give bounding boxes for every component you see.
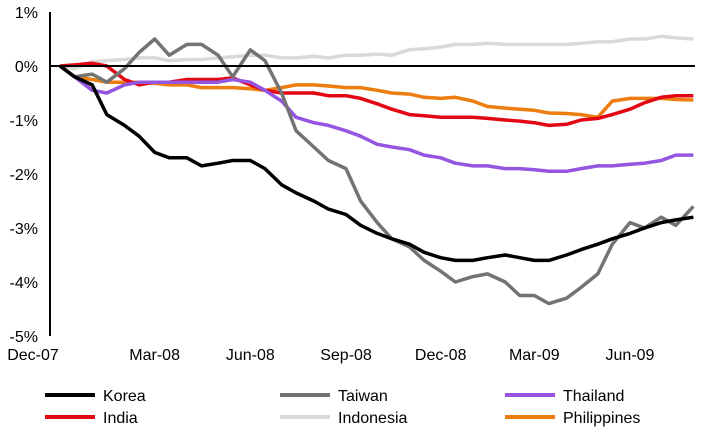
legend-item-philippines: Philippines [505,410,640,427]
x-tick-label: Mar-09 [509,347,560,364]
series-line-indonesia [59,34,694,71]
x-tick-label: Jun-08 [226,347,275,364]
x-tick-label: Mar-08 [129,347,180,364]
series-line-korea [58,64,694,263]
y-tick-label: -2% [10,167,38,184]
x-tick-label: Jun-09 [606,347,655,364]
series-line-taiwan [58,37,695,306]
legend-label: Indonesia [338,410,407,427]
series-line-thailand [58,64,694,174]
series-line-philippines [58,64,694,120]
y-tick-label: -1% [10,113,38,130]
y-tick-label: -4% [10,275,38,292]
legend-label: India [103,410,138,427]
y-tick-label: -3% [10,221,38,238]
y-tick-label: -5% [10,329,38,346]
legend-item-thailand: Thailand [505,388,624,405]
y-tick-labels: 1% 0% -1% -2% -3% -4% -5% [10,5,38,346]
series-lines [58,34,695,306]
x-tick-label: Dec-08 [415,347,467,364]
x-tick-labels: Dec-07 Mar-08 Jun-08 Sep-08 Dec-08 Mar-09 Jun-… [7,347,654,364]
x-tick-label: Sep-08 [320,347,372,364]
legend-label: Thailand [563,388,624,405]
y-tick-label: 1% [15,5,38,22]
legend: Korea Taiwan Thailand India Indonesia Philipp… [45,388,640,427]
legend-item-korea: Korea [45,388,146,405]
legend-item-taiwan: Taiwan [280,388,388,405]
legend-item-indonesia: Indonesia [280,410,407,427]
legend-item-india: India [45,410,138,427]
y-tick-label: 0% [15,59,38,76]
legend-label: Philippines [563,410,640,427]
legend-label: Taiwan [338,388,388,405]
legend-label: Korea [103,388,146,405]
x-tick-label: Dec-07 [7,347,59,364]
